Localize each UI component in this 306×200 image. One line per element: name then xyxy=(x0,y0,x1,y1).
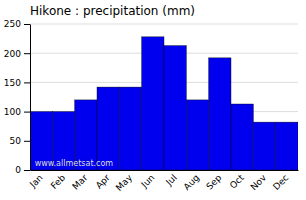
x-tick: Aug xyxy=(182,173,202,193)
y-tick: 0 xyxy=(15,165,30,175)
x-axis: JanFebMar AprMayJun Jul AugSep OctNovDec xyxy=(27,171,298,193)
x-tick: Jan xyxy=(27,173,45,191)
title: Hikone : precipitation (mm) xyxy=(30,4,195,18)
x-tick-label: May xyxy=(114,172,135,193)
x-tick: Apr xyxy=(94,172,112,190)
y-tick-mark xyxy=(24,24,30,25)
grid xyxy=(30,24,298,170)
y-tick: 50 xyxy=(10,136,30,146)
bar xyxy=(119,87,141,170)
x-axis-line xyxy=(31,170,299,171)
x-tick-label: Sep xyxy=(204,172,223,191)
x-tick-label: Jul xyxy=(163,173,178,188)
y-tick-mark xyxy=(24,141,30,142)
x-tick: Feb xyxy=(49,172,68,191)
x-tick-label: Nov xyxy=(249,172,269,192)
y-tick-label: 150 xyxy=(4,78,21,88)
bar xyxy=(209,58,231,170)
x-tick: Dec xyxy=(271,173,290,192)
x-tick: Mar xyxy=(70,172,89,191)
y-tick-mark xyxy=(24,82,30,83)
y-tick-label: 250 xyxy=(4,19,21,29)
bar xyxy=(231,104,253,170)
y-axis-line xyxy=(30,25,31,171)
x-tick: Sep xyxy=(204,172,223,191)
x-tick: May xyxy=(114,172,135,193)
y-tick-label: 50 xyxy=(10,136,22,146)
y-tick-label: 100 xyxy=(4,107,21,117)
bar xyxy=(142,37,164,170)
y-tick-label: 0 xyxy=(15,165,21,175)
y-tick: 100 xyxy=(4,107,30,117)
watermark: www.allmetsat.com xyxy=(35,159,114,168)
y-tick-mark xyxy=(24,53,30,54)
x-tick: Oct xyxy=(228,172,246,190)
x-tick-label: Jun xyxy=(139,173,157,191)
x-tick: Nov xyxy=(249,172,269,192)
bar xyxy=(186,100,208,170)
bar xyxy=(97,87,119,170)
y-tick-label: 200 xyxy=(4,49,21,59)
y-tick-mark xyxy=(24,112,30,113)
y-tick: 150 xyxy=(4,78,30,88)
grid-line xyxy=(30,24,298,25)
x-tick-label: Aug xyxy=(182,173,202,193)
x-tick-label: Apr xyxy=(94,172,112,190)
x-tick-label: Dec xyxy=(271,173,290,192)
x-tick: Jun xyxy=(139,173,157,191)
bar xyxy=(164,46,186,170)
y-tick: 250 xyxy=(4,19,30,29)
bar xyxy=(253,122,275,170)
plot-area: 0 50 100 150 200 250 JanFebMar AprMayJun Jul AugS… xyxy=(4,19,299,192)
chart: 0 50 100 150 200 250 JanFebMar AprMayJun Jul AugS… xyxy=(0,0,306,200)
bar xyxy=(276,122,298,170)
x-tick: Jul xyxy=(163,173,178,188)
bars xyxy=(30,37,298,170)
y-tick-mark xyxy=(24,170,30,171)
x-tick-label: Feb xyxy=(49,172,68,191)
y-tick: 200 xyxy=(4,49,30,59)
x-tick-label: Mar xyxy=(70,172,89,191)
x-tick-label: Jan xyxy=(27,173,45,191)
y-axis: 0 50 100 150 200 250 xyxy=(4,19,31,175)
x-tick-label: Oct xyxy=(228,172,246,190)
